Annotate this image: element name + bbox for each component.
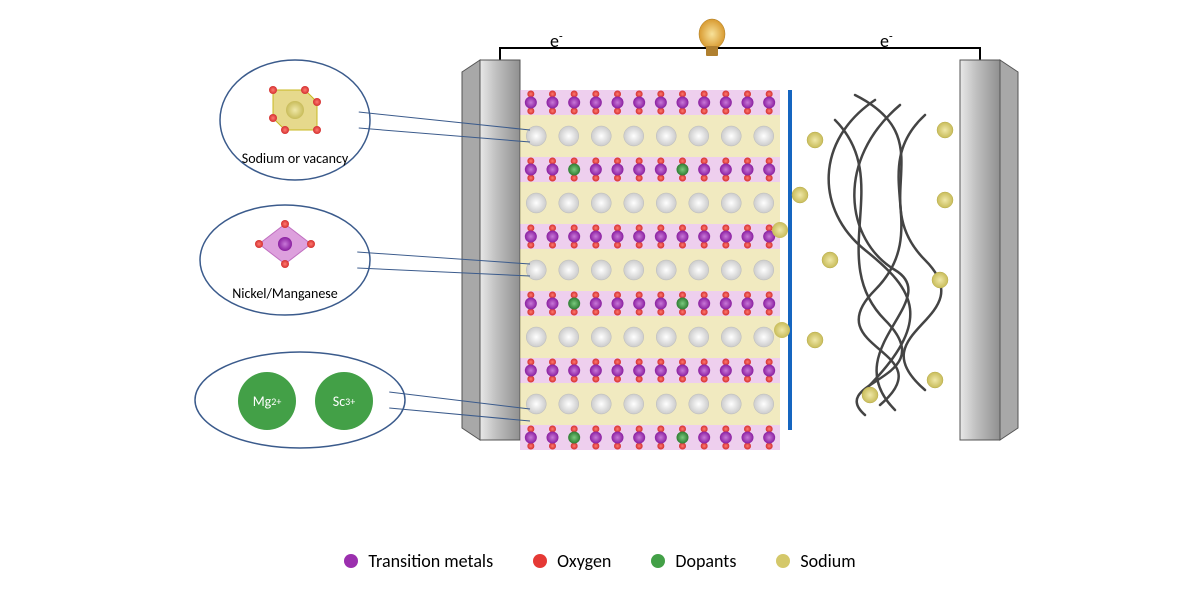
legend-label: Dopants bbox=[675, 550, 736, 572]
legend-label: Transition metals bbox=[368, 550, 493, 572]
callout-label-sodium-vacancy: Sodium or vacancy bbox=[235, 150, 355, 167]
legend-dot bbox=[776, 554, 790, 568]
legend-label: Sodium bbox=[800, 550, 855, 572]
legend-dot bbox=[344, 554, 358, 568]
diagram-canvas bbox=[0, 0, 1200, 600]
electron-label-right: e- bbox=[880, 30, 893, 52]
electron-label-left: e- bbox=[550, 30, 563, 52]
dopant-circle-sc: Sc3+ bbox=[315, 372, 373, 430]
callout-label-nickel-manganese: Nickel/Manganese bbox=[225, 285, 345, 302]
legend-dot bbox=[651, 554, 665, 568]
legend-item: Sodium bbox=[776, 550, 855, 572]
legend-item: Oxygen bbox=[533, 550, 611, 572]
legend-label: Oxygen bbox=[557, 550, 611, 572]
legend-item: Transition metals bbox=[344, 550, 493, 572]
legend: Transition metals Oxygen Dopants Sodium bbox=[0, 550, 1200, 572]
diagram-svg bbox=[0, 0, 1200, 600]
legend-dot bbox=[533, 554, 547, 568]
dopant-circle-mg: Mg2+ bbox=[238, 372, 296, 430]
legend-item: Dopants bbox=[651, 550, 736, 572]
